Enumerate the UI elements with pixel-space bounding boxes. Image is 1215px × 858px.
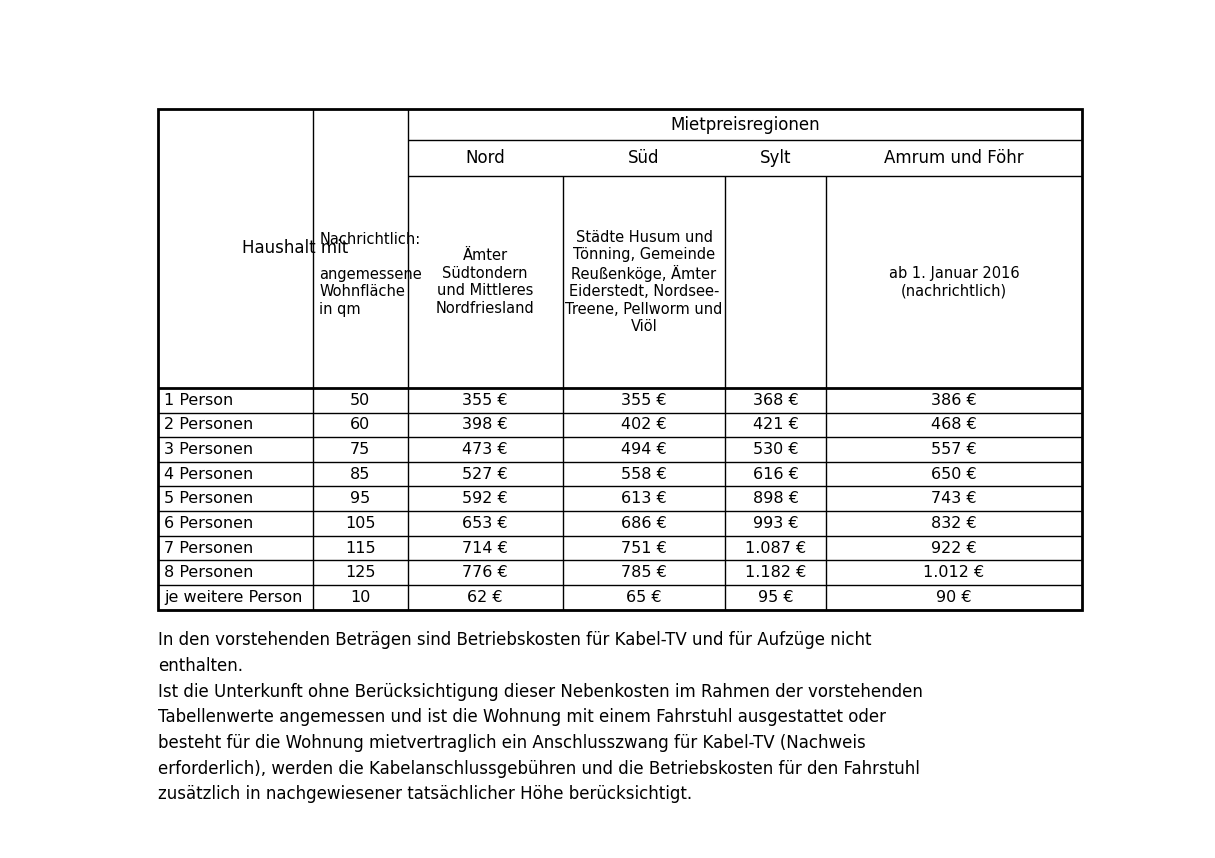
Text: 65 €: 65 € [626, 589, 662, 605]
Text: 650 €: 650 € [931, 467, 977, 481]
Text: 714 €: 714 € [462, 541, 508, 555]
Text: Städte Husum und
Tönning, Gemeinde
Reußenköge, Ämter
Eiderstedt, Nordsee-
Treene: Städte Husum und Tönning, Gemeinde Reuße… [565, 230, 723, 335]
Text: Haushalt mit: Haushalt mit [242, 239, 347, 257]
Text: 95 €: 95 € [758, 589, 793, 605]
Text: 75: 75 [350, 442, 371, 457]
Text: 613 €: 613 € [621, 492, 667, 506]
Text: In den vorstehenden Beträgen sind Betriebskosten für Kabel-TV und für Aufzüge ni: In den vorstehenden Beträgen sind Betrie… [158, 631, 923, 803]
Text: 653 €: 653 € [463, 516, 508, 531]
Text: 50: 50 [350, 393, 371, 408]
Text: 105: 105 [345, 516, 375, 531]
Text: 616 €: 616 € [753, 467, 798, 481]
Text: 468 €: 468 € [931, 417, 977, 432]
Text: 386 €: 386 € [931, 393, 977, 408]
Text: 6 Personen: 6 Personen [164, 516, 254, 531]
Text: 776 €: 776 € [462, 565, 508, 580]
Text: 993 €: 993 € [753, 516, 798, 531]
Text: je weitere Person: je weitere Person [164, 589, 303, 605]
Text: 1.087 €: 1.087 € [745, 541, 807, 555]
Text: Süd: Süd [628, 149, 660, 167]
Text: 2 Personen: 2 Personen [164, 417, 254, 432]
Text: 398 €: 398 € [462, 417, 508, 432]
Text: 785 €: 785 € [621, 565, 667, 580]
Text: 832 €: 832 € [931, 516, 977, 531]
Text: 558 €: 558 € [621, 467, 667, 481]
Text: 494 €: 494 € [621, 442, 667, 457]
Text: 922 €: 922 € [931, 541, 977, 555]
Text: 743 €: 743 € [931, 492, 977, 506]
Text: 402 €: 402 € [621, 417, 667, 432]
Text: 421 €: 421 € [753, 417, 798, 432]
Bar [158, 109, 1081, 610]
Text: 7 Personen: 7 Personen [164, 541, 254, 555]
Text: 368 €: 368 € [753, 393, 798, 408]
Text: 60: 60 [350, 417, 371, 432]
Text: 4 Personen: 4 Personen [164, 467, 254, 481]
Text: Sylt: Sylt [761, 149, 791, 167]
Text: 95: 95 [350, 492, 371, 506]
Text: Amrum und Föhr: Amrum und Föhr [885, 149, 1024, 167]
Text: 8 Personen: 8 Personen [164, 565, 254, 580]
Text: 90 €: 90 € [937, 589, 972, 605]
Text: 355 €: 355 € [621, 393, 667, 408]
Text: 686 €: 686 € [621, 516, 667, 531]
Text: 62 €: 62 € [468, 589, 503, 605]
Text: 557 €: 557 € [931, 442, 977, 457]
Text: 473 €: 473 € [463, 442, 508, 457]
Text: 85: 85 [350, 467, 371, 481]
Text: Nord: Nord [465, 149, 505, 167]
Text: 1 Person: 1 Person [164, 393, 233, 408]
Text: 115: 115 [345, 541, 375, 555]
Text: Mietpreisregionen: Mietpreisregionen [669, 116, 820, 134]
Text: 1.182 €: 1.182 € [745, 565, 807, 580]
Text: 1.012 €: 1.012 € [923, 565, 984, 580]
Text: 10: 10 [350, 589, 371, 605]
Text: ab 1. Januar 2016
(nachrichtlich): ab 1. Januar 2016 (nachrichtlich) [888, 266, 1019, 299]
Text: 5 Personen: 5 Personen [164, 492, 254, 506]
Text: Ämter
Südtondern
und Mittleres
Nordfriesland: Ämter Südtondern und Mittleres Nordfries… [436, 248, 535, 316]
Text: 125: 125 [345, 565, 375, 580]
Text: Nachrichtlich:

angemessene
Wohnfläche
in qm: Nachrichtlich: angemessene Wohnfläche in… [320, 232, 422, 317]
Text: 898 €: 898 € [753, 492, 798, 506]
Text: 355 €: 355 € [463, 393, 508, 408]
Text: 530 €: 530 € [753, 442, 798, 457]
Text: 751 €: 751 € [621, 541, 667, 555]
Text: 527 €: 527 € [462, 467, 508, 481]
Text: 3 Personen: 3 Personen [164, 442, 254, 457]
Text: 592 €: 592 € [462, 492, 508, 506]
